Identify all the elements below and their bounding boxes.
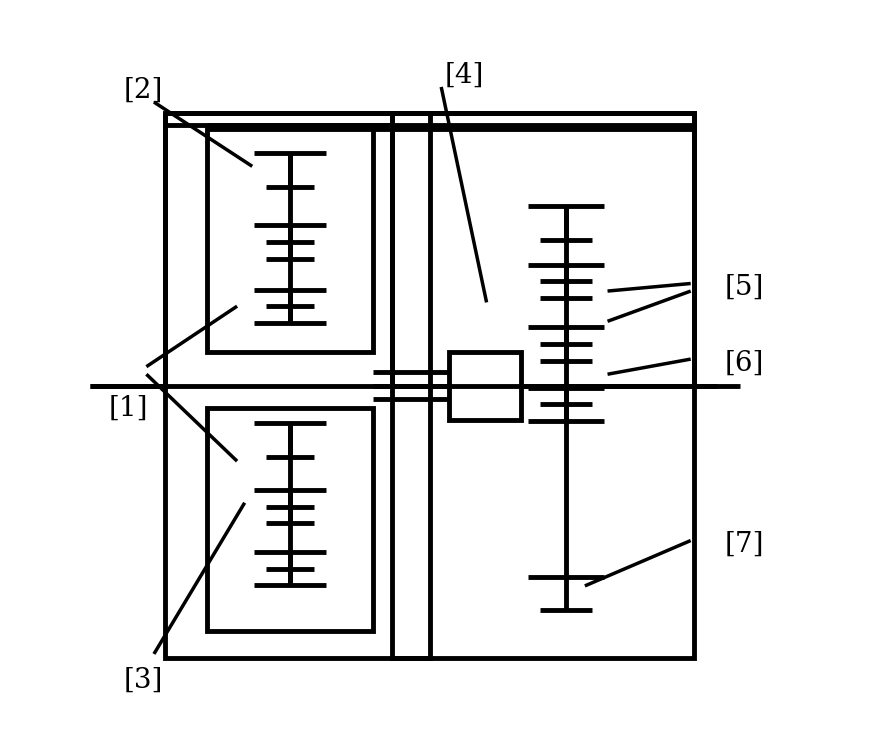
Text: [4]: [4] bbox=[445, 62, 484, 89]
Bar bbox=[392, 113, 694, 658]
Text: [1]: [1] bbox=[109, 395, 148, 422]
Text: [2]: [2] bbox=[124, 77, 163, 104]
Text: [5]: [5] bbox=[724, 274, 765, 301]
Text: [7]: [7] bbox=[724, 531, 765, 558]
Text: [6]: [6] bbox=[724, 349, 765, 376]
Bar bbox=[166, 113, 430, 658]
Text: [3]: [3] bbox=[124, 667, 163, 694]
Bar bbox=[449, 352, 521, 420]
Bar bbox=[206, 408, 373, 631]
Bar bbox=[206, 129, 373, 352]
Bar bbox=[392, 113, 694, 386]
